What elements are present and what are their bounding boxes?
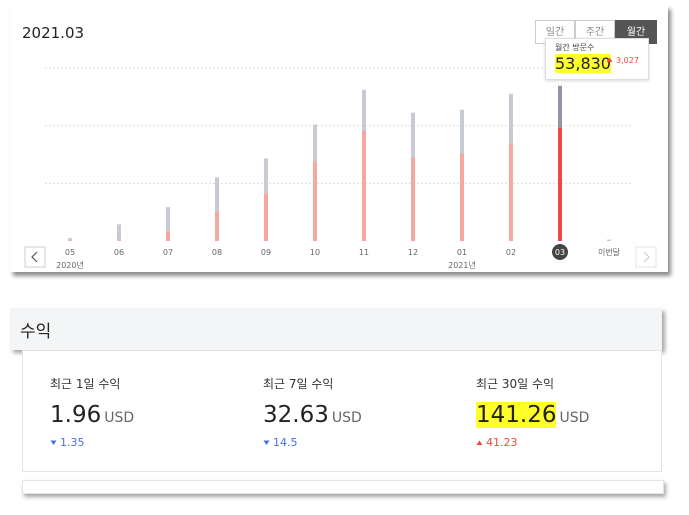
tooltip-value: 53,830 (555, 54, 611, 73)
card-unit: USD (559, 410, 590, 426)
x-tick-label: 07 (163, 248, 173, 257)
x-tick-label: 05 (65, 248, 75, 257)
chart: 05 2020년 06 07 08 09 10 11 12 01 2021년 02 03 이번달 (24, 67, 657, 270)
trend-arrow (263, 440, 270, 445)
card-value-row: 32.63 USD (263, 402, 463, 428)
card-value: 1.96 (50, 402, 102, 428)
x-tick-label: 02 (506, 248, 516, 257)
trend-arrow (476, 440, 483, 445)
card-value-row: 1.96 USD (50, 402, 250, 428)
selected-marker (552, 244, 568, 260)
card-unit: USD (331, 410, 362, 426)
x-tick-label: 01 (457, 248, 467, 257)
bar-segment (166, 207, 170, 232)
revenue-column: 최근 30일 수익 141.26 USD 41.23 (476, 375, 676, 449)
bar-segment (558, 85, 562, 128)
next-button[interactable] (635, 246, 657, 268)
bar-segment (166, 231, 170, 241)
x-tick-label: 03 (555, 248, 565, 257)
x-tick-label: 이번달 (598, 247, 621, 257)
card-value: 141.26 (476, 402, 557, 428)
tooltip-title: 월간 방문수 (555, 43, 595, 52)
prev-icon (31, 251, 38, 263)
bar-segment (215, 211, 219, 241)
year-label: 2021년 (448, 260, 476, 270)
trend-arrow (606, 57, 613, 62)
x-tick-label: 10 (310, 248, 320, 257)
card-change: 14.5 (273, 436, 298, 449)
bar-segment (264, 193, 268, 241)
bar-segment (411, 112, 415, 158)
x-tick-label: 09 (261, 248, 271, 257)
bar-segment (68, 240, 72, 241)
bar-segment (411, 157, 415, 241)
year-label: 2020년 (56, 260, 84, 270)
x-tick-label: 11 (359, 248, 369, 257)
tooltip-change-text: 3,027 (616, 56, 639, 65)
prev-button[interactable] (24, 246, 46, 268)
x-tick-label: 12 (408, 248, 418, 257)
bar-segment (215, 177, 219, 212)
card-label: 최근 30일 수익 (476, 377, 555, 391)
revenue-column: 최근 1일 수익 1.96 USD 1.35 (50, 375, 250, 449)
bar-segment (509, 143, 513, 241)
next-card (22, 480, 664, 494)
revenue-column: 최근 7일 수익 32.63 USD 14.5 (263, 375, 463, 449)
bar-segment (460, 109, 464, 154)
bar-segment (509, 93, 513, 144)
card-value: 32.63 (263, 402, 329, 428)
bar-segment (607, 239, 611, 241)
bar-segment (313, 124, 317, 162)
card-unit: USD (104, 410, 135, 426)
tooltip-change: 3,027 (606, 56, 639, 65)
bar-segment (362, 89, 366, 131)
revenue-header: 수익 (10, 308, 662, 350)
card-label: 최근 7일 수익 (263, 377, 334, 391)
bar-segment (264, 158, 268, 194)
x-tick-label: 08 (212, 248, 222, 257)
trend-arrow (50, 440, 57, 445)
bar-segment (313, 161, 317, 241)
bar-segment (362, 130, 366, 241)
period-header: 2021.03 (22, 24, 85, 42)
bar-segment (117, 240, 121, 241)
bar-segment (558, 127, 562, 241)
revenue-title: 수익 (20, 322, 52, 342)
bar-segment (460, 153, 464, 241)
trend-icon (606, 57, 613, 62)
next-icon (643, 251, 650, 263)
trend-icon (263, 440, 270, 445)
card-label: 최근 1일 수익 (50, 377, 121, 391)
card-change: 41.23 (486, 436, 518, 449)
card-change: 1.35 (60, 436, 85, 449)
trend-icon (50, 440, 57, 445)
card-change-row: 41.23 (476, 436, 676, 449)
bar-segment (68, 238, 72, 241)
card-value-row: 141.26 USD (476, 402, 676, 428)
x-tick-label: 06 (114, 248, 124, 257)
tooltip: 월간 방문수 53,830 3,027 (545, 38, 649, 80)
card-change-row: 14.5 (263, 436, 463, 449)
card-change-row: 1.35 (50, 436, 250, 449)
bar-segment (117, 224, 121, 241)
trend-icon (476, 440, 483, 445)
